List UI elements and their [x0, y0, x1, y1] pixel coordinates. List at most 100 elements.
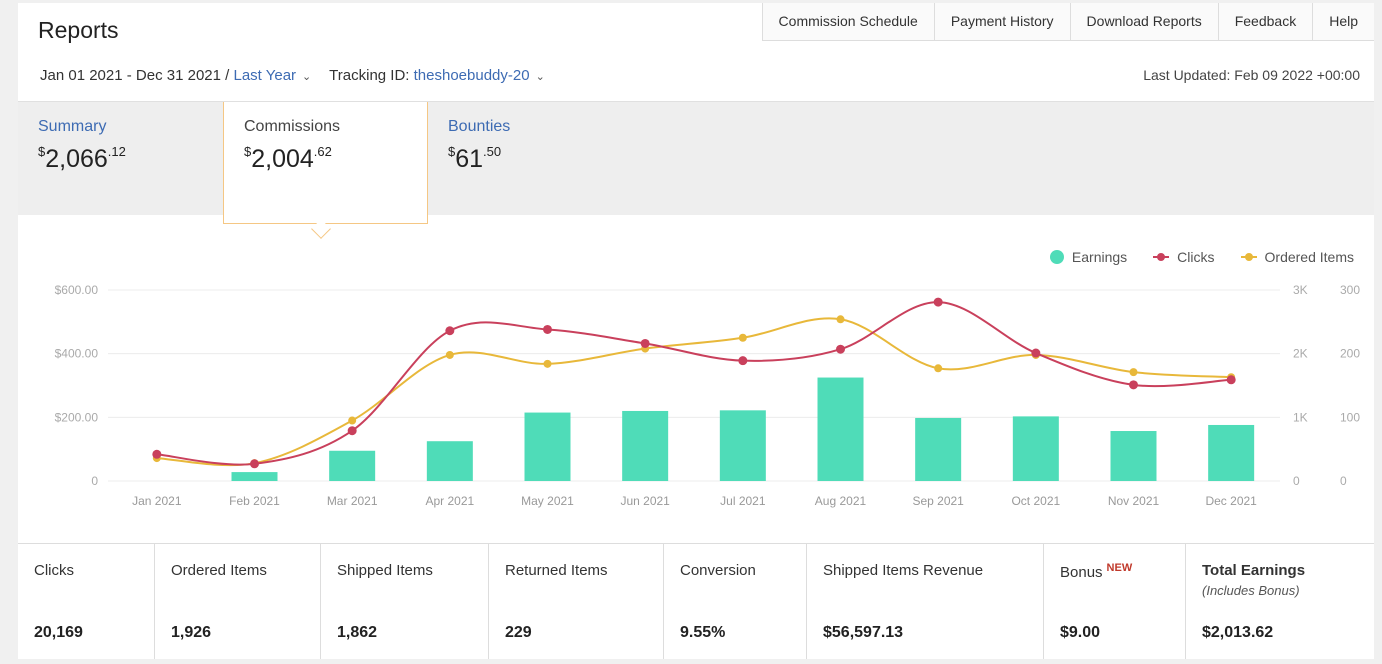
- earnings-bar: [817, 377, 864, 481]
- top-nav: Commission Schedule Payment History Down…: [761, 3, 1374, 41]
- x-tick-label: May 2021: [521, 494, 574, 508]
- tracking-label: Tracking ID:: [329, 67, 410, 84]
- legend-clicks[interactable]: Clicks: [1153, 249, 1215, 265]
- clicks-point: [543, 324, 552, 334]
- clicks-point: [738, 356, 748, 366]
- clicks-point: [445, 326, 455, 336]
- earnings-dot-icon: [1049, 250, 1064, 264]
- last-updated: Last Updated: Feb 09 2022 +00:00: [1143, 67, 1360, 83]
- filter-bar: Jan 01 2021 - Dec 31 2021 / Last Year ⌄ T…: [40, 67, 559, 84]
- x-tick-label: Jan 2021: [132, 494, 182, 508]
- help-button[interactable]: Help: [1312, 3, 1374, 40]
- earnings-bar: [426, 441, 473, 481]
- tab-bounties[interactable]: Bounties $61.50: [428, 102, 633, 216]
- chart-legend: Earnings Clicks Ordered Items: [1049, 249, 1354, 265]
- ordered-items-point: [348, 416, 357, 425]
- clicks-point: [250, 459, 259, 469]
- ordered-items-point: [445, 350, 454, 359]
- earnings-bar: [1208, 424, 1255, 481]
- x-tick-label: Oct 2021: [1011, 494, 1060, 508]
- clicks-point: [1226, 375, 1236, 385]
- y-right-clicks-tick-label: 0: [1293, 474, 1300, 488]
- clicks-line: [156, 301, 1232, 466]
- stat-returned-items: Returned Items 229: [489, 544, 664, 659]
- tab-label: Summary: [38, 118, 107, 135]
- ordered-items-point: [543, 359, 552, 368]
- legend-ordered-items[interactable]: Ordered Items: [1240, 249, 1354, 265]
- ordered-items-point: [934, 364, 943, 373]
- y-right-clicks-tick-label: 1K: [1293, 410, 1308, 424]
- download-reports-button[interactable]: Download Reports: [1069, 3, 1218, 40]
- stat-total-earnings: Total Earnings (Includes Bonus) $2,013.6…: [1202, 562, 1306, 641]
- clicks-point: [347, 426, 357, 436]
- x-tick-label: Mar 2021: [327, 494, 378, 508]
- x-tick-label: Feb 2021: [229, 494, 280, 508]
- tracking-id-dropdown[interactable]: theshoebuddy-20: [413, 67, 530, 84]
- stat-conversion: Conversion 9.55%: [664, 544, 807, 659]
- ordered-items-point: [738, 333, 747, 342]
- earnings-bar: [915, 417, 962, 481]
- tab-amount: $61.50: [448, 144, 502, 173]
- ordered-line-icon: [1240, 253, 1257, 261]
- stat-shipped-revenue: Shipped Items Revenue $56,597.13: [807, 544, 1044, 659]
- new-badge: NEW: [1106, 562, 1133, 574]
- x-tick-label: Jul 2021: [720, 494, 766, 508]
- y-right-clicks-tick-label: 2K: [1293, 347, 1308, 361]
- clicks-point: [1129, 380, 1138, 390]
- earnings-bar: [1012, 416, 1059, 481]
- stat-clicks: Clicks 20,169: [18, 544, 155, 659]
- report-tabs: Summary $2,066.12 Commissions $2,004.62 …: [18, 101, 1374, 224]
- earnings-bar: [231, 472, 278, 481]
- commission-schedule-button[interactable]: Commission Schedule: [761, 3, 934, 40]
- clicks-point: [933, 297, 943, 307]
- page-title: Reports: [38, 17, 119, 43]
- y-right-ordered-tick-label: 100: [1340, 410, 1360, 424]
- y-left-tick-label: 0: [91, 474, 98, 488]
- clicks-point: [640, 338, 650, 348]
- tab-amount: $2,066.12: [38, 144, 126, 173]
- chevron-down-icon[interactable]: ⌄: [302, 71, 312, 83]
- clicks-line-icon: [1153, 253, 1170, 261]
- y-right-clicks-tick-label: 3K: [1293, 283, 1308, 297]
- payment-history-button[interactable]: Payment History: [933, 3, 1070, 40]
- y-left-tick-label: $600.00: [55, 283, 99, 297]
- ordered-items-line: [156, 317, 1232, 467]
- tab-amount: $2,004.62: [244, 144, 332, 173]
- x-tick-label: Dec 2021: [1205, 494, 1257, 508]
- clicks-point: [152, 449, 162, 459]
- clicks-point: [836, 344, 845, 354]
- earnings-chart: 0 0 0 $200.00 1K 100 $400.00 2K 200 $600.00 3K 300 J…: [55, 283, 1361, 508]
- tab-commissions[interactable]: Commissions $2,004.62: [223, 102, 428, 224]
- date-range: Jan 01 2021 - Dec 31 2021 /: [40, 67, 230, 84]
- stat-shipped-items: Shipped Items 1,862: [321, 544, 489, 659]
- y-right-ordered-tick-label: 200: [1340, 347, 1360, 361]
- x-tick-label: Aug 2021: [815, 494, 867, 508]
- tab-summary[interactable]: Summary $2,066.12: [18, 102, 223, 216]
- tab-label: Commissions: [244, 118, 341, 135]
- chevron-down-icon[interactable]: ⌄: [535, 71, 545, 83]
- earnings-bar: [1110, 431, 1157, 481]
- legend-earnings[interactable]: Earnings: [1049, 249, 1127, 265]
- y-right-ordered-tick-label: 0: [1340, 474, 1347, 488]
- earnings-bar: [622, 410, 669, 481]
- stat-ordered-items: Ordered Items 1,926: [155, 544, 321, 659]
- earnings-bar: [719, 410, 766, 481]
- y-right-ordered-tick-label: 300: [1340, 283, 1360, 297]
- stats-bar: Clicks 20,169 Ordered Items 1,926 Shippe…: [18, 543, 1374, 659]
- ordered-items-point: [1129, 368, 1138, 377]
- ordered-items-point: [836, 315, 845, 324]
- y-left-tick-label: $400.00: [55, 347, 99, 361]
- earnings-bar: [329, 450, 376, 481]
- y-left-tick-label: $200.00: [55, 410, 99, 424]
- earnings-bar: [524, 412, 571, 481]
- feedback-button[interactable]: Feedback: [1217, 3, 1313, 40]
- x-tick-label: Nov 2021: [1108, 494, 1160, 508]
- reports-card: Reports Commission Schedule Payment Hist…: [18, 3, 1374, 659]
- clicks-point: [1031, 348, 1041, 358]
- period-dropdown[interactable]: Last Year: [233, 67, 297, 84]
- stat-bonus: Bonus NEW $9.00: [1044, 544, 1186, 659]
- x-tick-label: Sep 2021: [912, 494, 964, 508]
- x-tick-label: Apr 2021: [425, 494, 474, 508]
- tab-label: Bounties: [448, 118, 511, 135]
- x-tick-label: Jun 2021: [620, 494, 670, 508]
